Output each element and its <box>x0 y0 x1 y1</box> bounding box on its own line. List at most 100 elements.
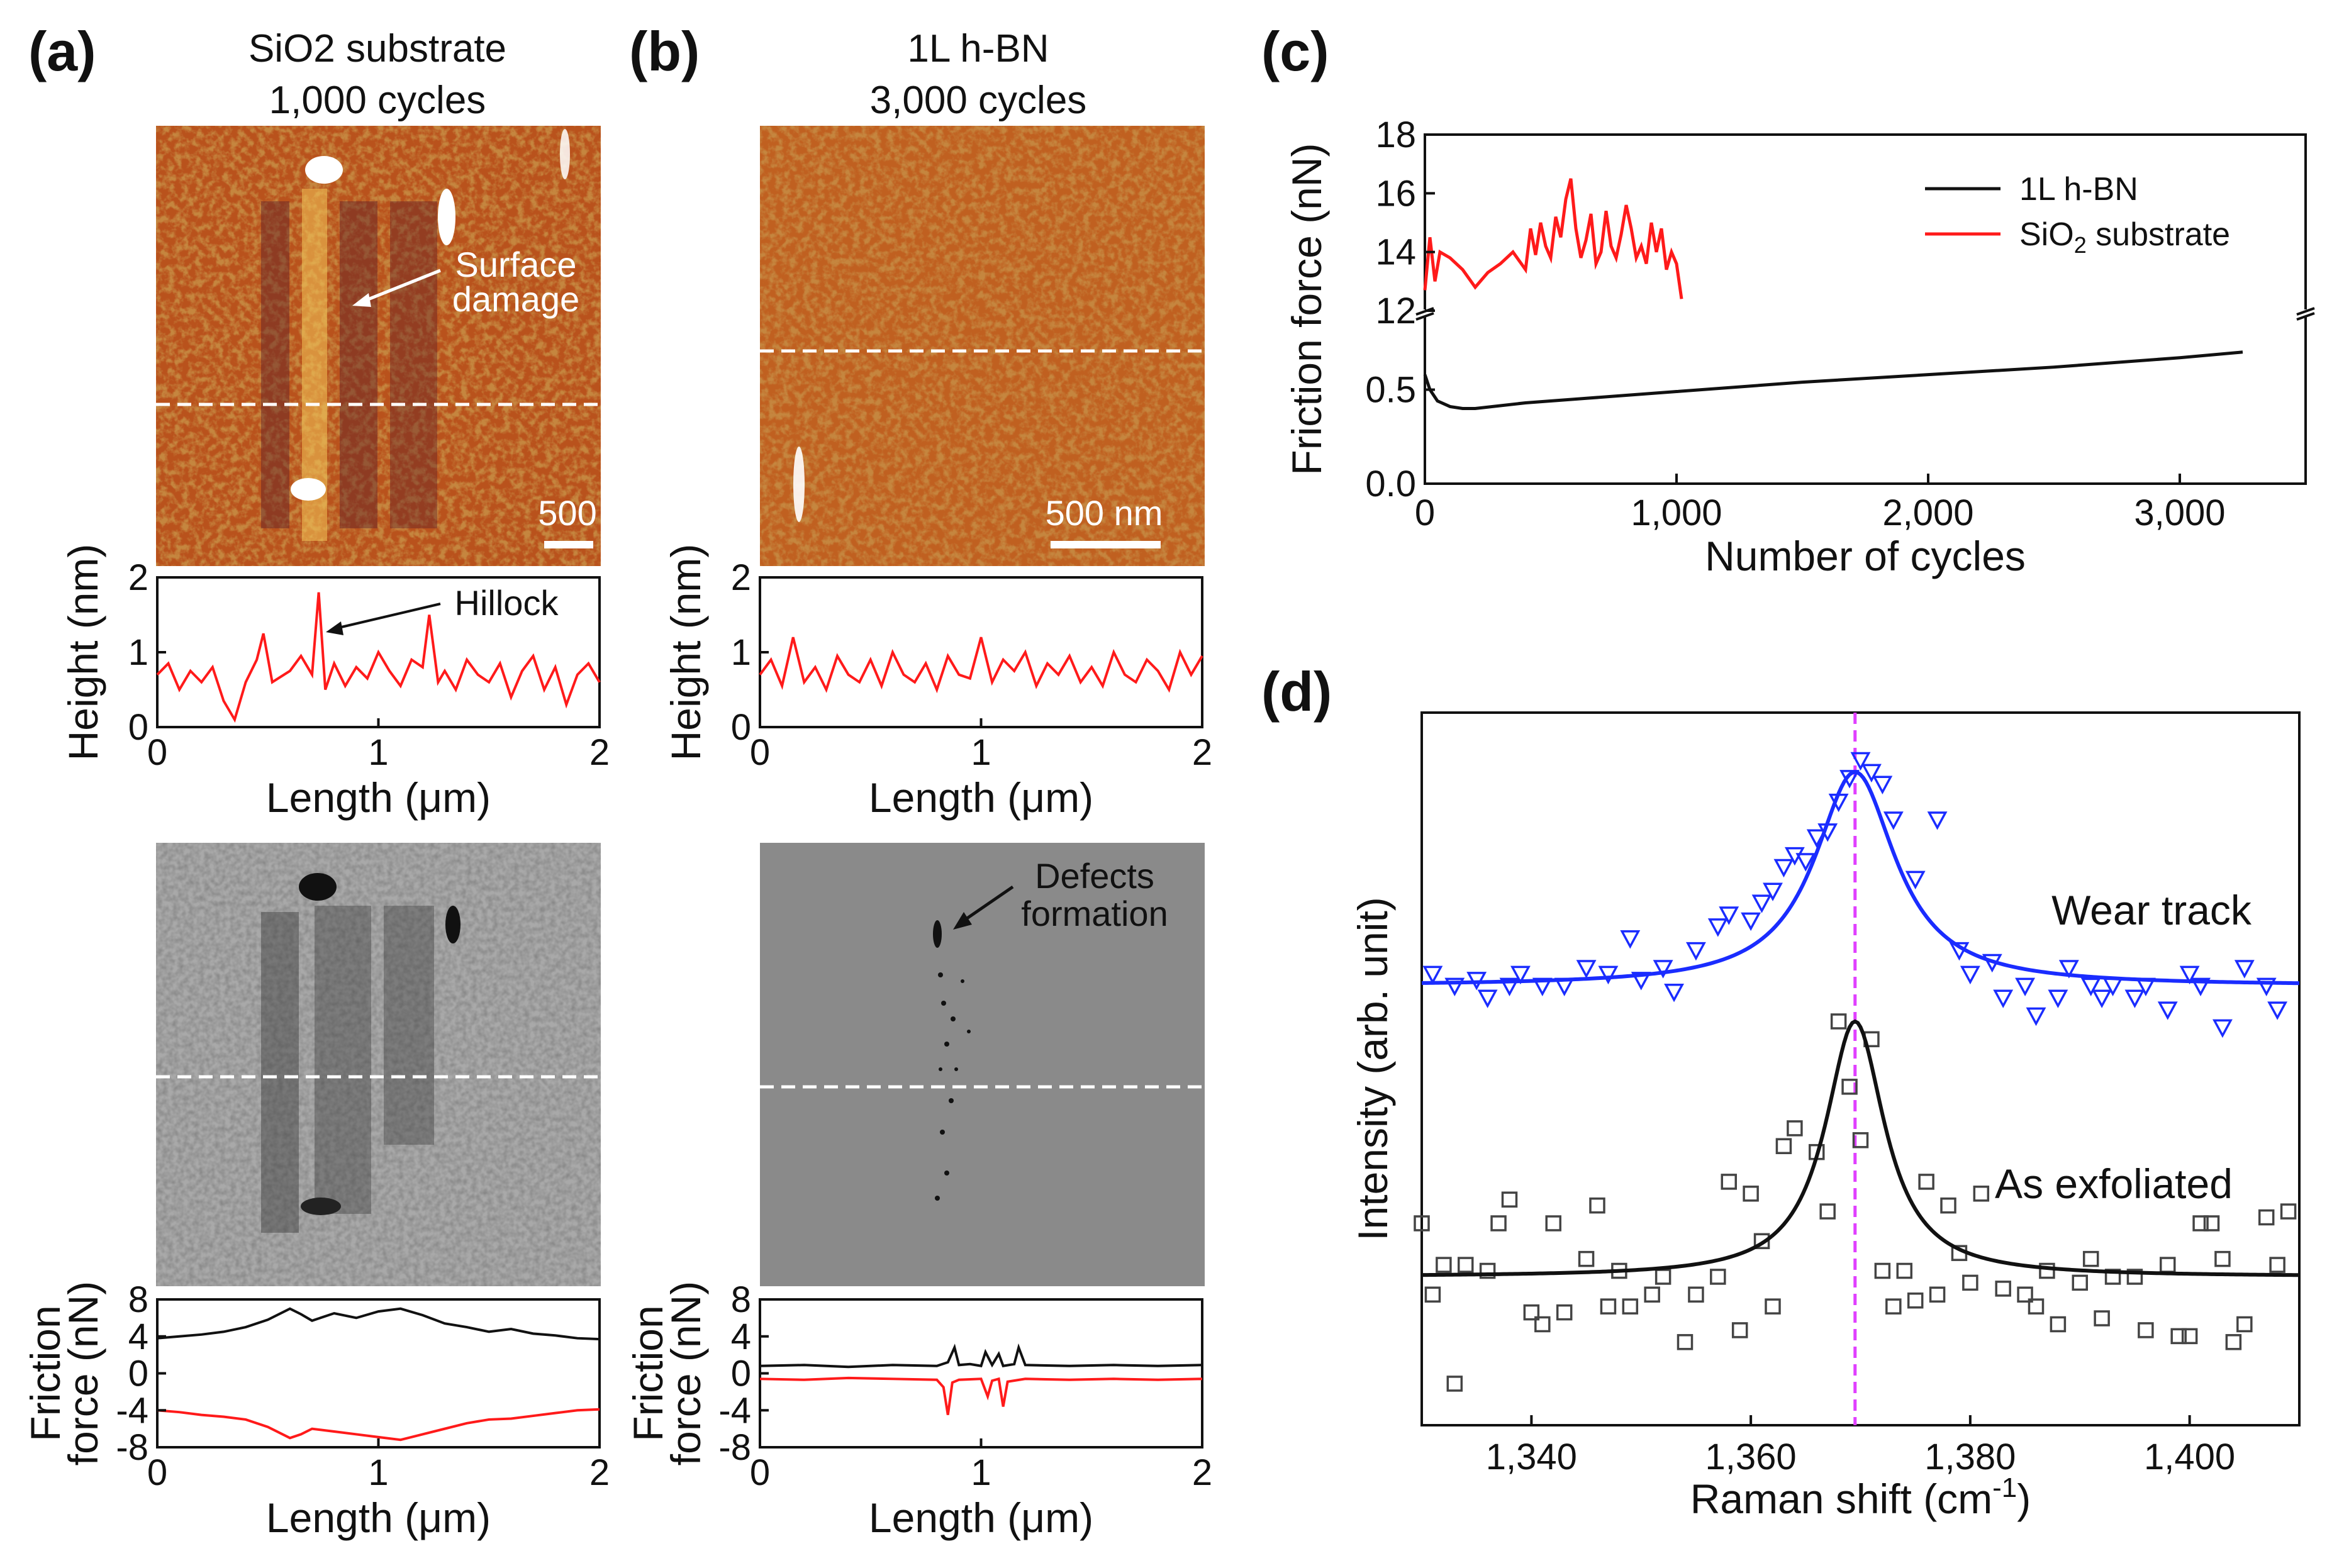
d-point-exfoliated <box>1479 1262 1496 1279</box>
a-friction-ytick-label: 0 <box>128 1354 148 1394</box>
c-ytick-label: 0.5 <box>1365 370 1416 411</box>
d-point-exfoliated <box>1644 1286 1660 1303</box>
d-point-exfoliated <box>2225 1334 2242 1350</box>
d-point-wear <box>1850 752 1871 771</box>
c-frame <box>1424 133 2307 485</box>
d-point-exfoliated <box>1787 1120 1803 1137</box>
a-friction-frame <box>156 1298 601 1448</box>
d-point-wear <box>2190 977 2211 996</box>
d-point-exfoliated <box>2126 1269 2143 1285</box>
b-height-ytick-label: 1 <box>731 632 751 673</box>
d-point-wear <box>1707 918 1728 937</box>
d-point-exfoliated <box>1775 1138 1792 1154</box>
c-ylabel: Friction force (nN) <box>1283 143 1330 475</box>
d-point-exfoliated <box>1545 1215 1561 1232</box>
panel-a-title-line2: 1,000 cycles <box>269 79 486 122</box>
d-point-wear <box>1763 882 1783 901</box>
b-friction-xtick-label: 1 <box>971 1452 991 1493</box>
b-height-ytick-label: 0 <box>731 707 751 748</box>
a-height-ytick-label: 1 <box>128 632 148 673</box>
b-height-frame <box>759 576 1203 728</box>
d-point-exfoliated <box>2138 1322 2154 1338</box>
panel-label-a: (a) <box>28 20 96 82</box>
d-point-exfoliated <box>1710 1269 1726 1285</box>
d-point-exfoliated <box>1600 1298 1617 1315</box>
d-point-wear <box>2058 960 2079 979</box>
a-height-ytick-label: 2 <box>128 557 148 598</box>
d-fit-exfoliated <box>1421 1019 2300 1277</box>
b-height-xtick-label: 0 <box>750 732 770 773</box>
d-point-wear <box>1883 811 1904 830</box>
d-point-wear <box>2048 989 2068 1008</box>
d-point-wear <box>1685 942 1706 961</box>
d-point-exfoliated <box>2072 1274 2088 1291</box>
d-point-exfoliated <box>1907 1292 1924 1309</box>
d-frame <box>1420 711 2301 1426</box>
c-xtick-label: 2,000 <box>1882 492 1973 533</box>
c-xtick-label: 3,000 <box>2134 492 2225 533</box>
b-height-ytick-label: 2 <box>731 557 751 598</box>
d-point-exfoliated <box>1929 1286 1946 1303</box>
d-point-exfoliated <box>1677 1334 1694 1350</box>
d-point-exfoliated <box>1436 1257 1452 1273</box>
c-ytick-label: 16 <box>1375 173 1416 214</box>
d-point-exfoliated <box>2258 1209 2275 1226</box>
d-point-exfoliated <box>1973 1186 1990 1202</box>
c-break-mark <box>1415 312 1434 321</box>
d-point-exfoliated <box>1414 1215 1430 1232</box>
a-height-xtick-label: 2 <box>589 732 610 773</box>
c-break-mark <box>2296 312 2315 321</box>
a-height-xtick-label: 1 <box>368 732 388 773</box>
b-friction-ytick-label: 0 <box>731 1354 751 1394</box>
b-friction-xlabel: Length (μm) <box>869 1494 1093 1541</box>
d-point-exfoliated <box>1918 1174 1934 1190</box>
d-point-wear <box>1905 870 1926 890</box>
a-friction-xtick-label: 2 <box>589 1452 610 1493</box>
d-point-wear <box>1664 984 1685 1003</box>
scalebar-a <box>544 541 593 548</box>
panel-label-b: (b) <box>629 20 700 82</box>
a-friction-xtick-label: 1 <box>368 1452 388 1493</box>
hillock-arrow <box>333 603 441 630</box>
d-point-wear <box>2015 977 2036 996</box>
d-point-wear <box>1499 977 1520 996</box>
d-point-wear <box>1795 853 1816 872</box>
d-point-wear <box>1719 906 1739 925</box>
d-label-wear: Wear track <box>2051 887 2252 933</box>
c-xlabel: Number of cycles <box>1705 533 2026 579</box>
d-point-exfoliated <box>2269 1257 2285 1273</box>
d-point-wear <box>1872 776 1893 794</box>
d-point-wear <box>2026 1007 2046 1026</box>
d-point-wear <box>2080 977 2101 996</box>
d-point-wear <box>1620 930 1641 949</box>
panel-b-title-line1: 1L h-BN <box>907 27 1049 70</box>
c-ytick-label: 12 <box>1375 291 1416 331</box>
d-point-exfoliated <box>1424 1286 1441 1303</box>
c-series-hbn <box>1423 350 2243 410</box>
scalebar-label-a: 500 <box>538 493 596 533</box>
b-height-ylabel: Height (nm) <box>662 544 709 761</box>
friction-image-a <box>156 843 601 1286</box>
c-xtick-label: 0 <box>1415 492 1435 533</box>
d-xtick-label: 1,380 <box>1924 1437 2016 1477</box>
d-point-exfoliated <box>2039 1262 2055 1279</box>
d-xlabel: Raman shift (cm-1) <box>1690 1472 2031 1522</box>
a-friction-ytick-label: 8 <box>128 1279 148 1320</box>
a-height-xlabel: Length (μm) <box>266 774 491 821</box>
d-point-wear <box>1773 859 1794 878</box>
a-friction-ylabel-line1: Friction <box>22 1305 69 1441</box>
a-friction-series-backward <box>157 1408 600 1442</box>
a-friction-series-forward <box>157 1307 600 1341</box>
panel-b-title-line2: 3,000 cycles <box>870 79 1087 122</box>
a-friction-ytick-label: -8 <box>116 1427 148 1468</box>
d-point-exfoliated <box>2236 1316 2253 1333</box>
d-label-exfoliated: As exfoliated <box>1995 1160 2233 1207</box>
a-friction-xtick-label: 0 <box>147 1452 167 1493</box>
b-friction-ylabel-line1: Friction <box>625 1305 671 1441</box>
c-legend-label-hbn: 1L h-BN <box>2019 171 2138 208</box>
d-point-exfoliated <box>2280 1203 2297 1220</box>
d-point-wear <box>1960 965 1980 985</box>
d-point-exfoliated <box>2160 1257 2176 1273</box>
d-ylabel: Intensity (arb. unit) <box>1349 897 1396 1241</box>
